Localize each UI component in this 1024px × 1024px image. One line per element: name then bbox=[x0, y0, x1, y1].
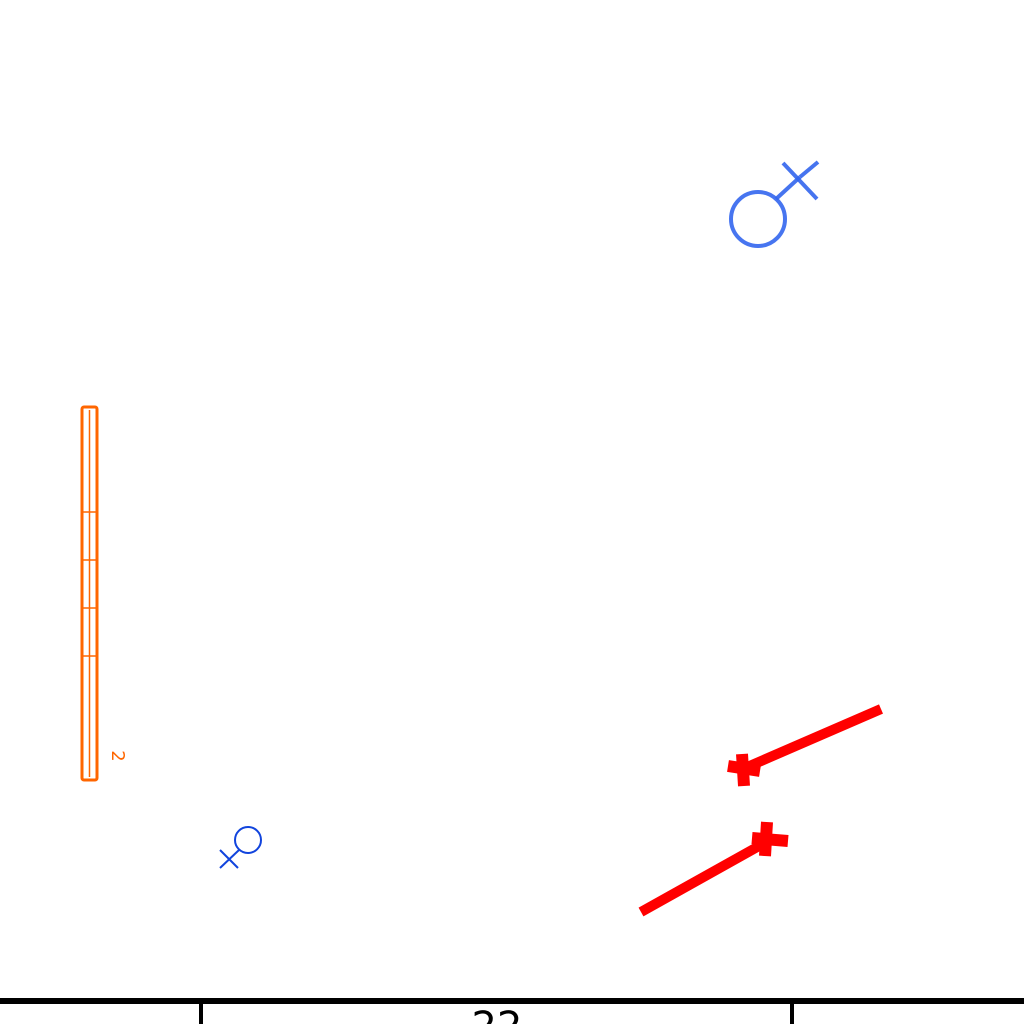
female-symbol-large-icon[interactable] bbox=[729, 160, 820, 248]
cross-marker-icon bbox=[751, 821, 789, 857]
orange-bar bbox=[80, 405, 99, 782]
cross-marker-icon bbox=[727, 753, 761, 787]
red-segment-lower[interactable] bbox=[638, 821, 789, 917]
female-symbol-small-icon[interactable] bbox=[219, 826, 262, 869]
bottom-frame bbox=[0, 998, 1024, 1024]
bar-label: 2 bbox=[107, 750, 128, 761]
red-segment-upper[interactable] bbox=[727, 704, 883, 787]
bottom-frame-label: 22 bbox=[472, 1004, 523, 1024]
